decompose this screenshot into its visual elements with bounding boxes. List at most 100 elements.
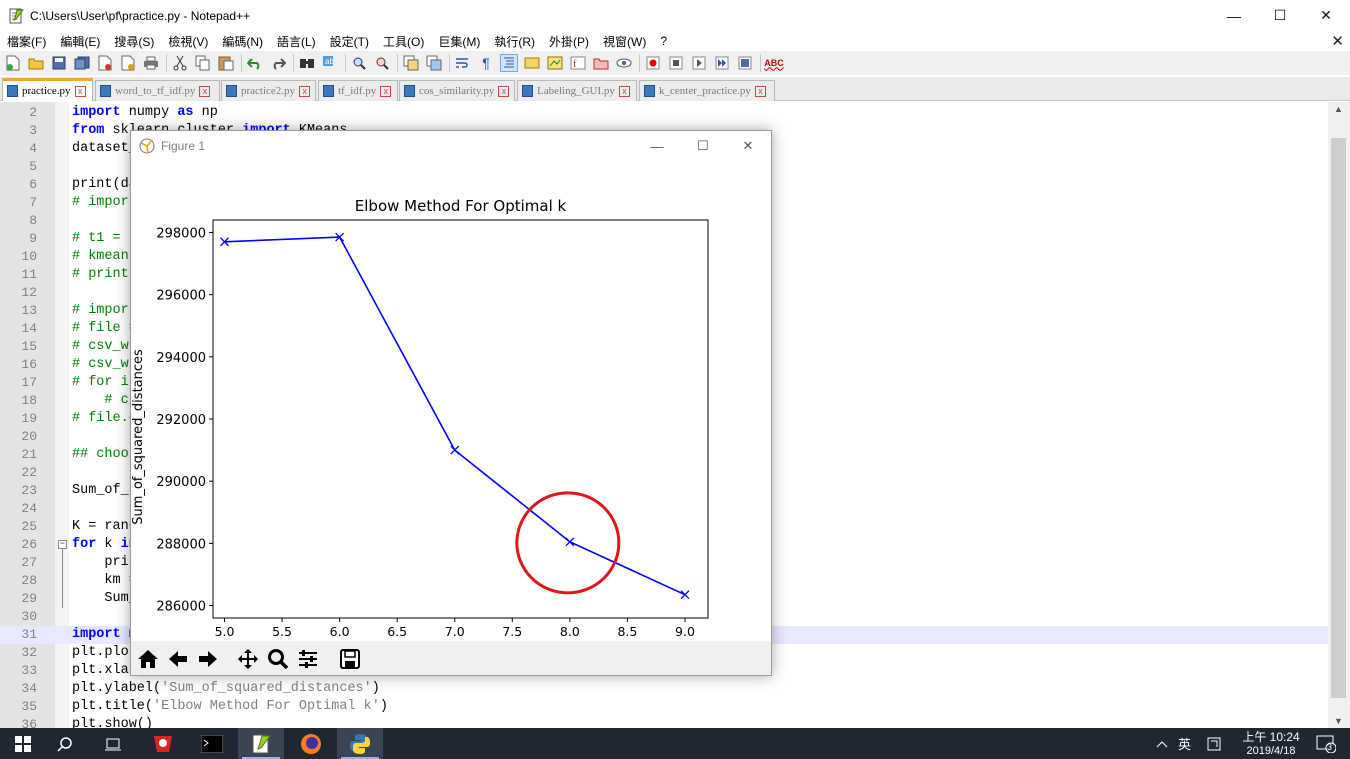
menu-language[interactable]: 語言(L) xyxy=(277,34,316,49)
undo-icon[interactable] xyxy=(246,54,264,72)
monitoring-icon[interactable] xyxy=(615,54,633,72)
show-all-chars-icon[interactable]: ¶ xyxy=(482,55,490,71)
code-line[interactable]: 8 xyxy=(0,212,1330,230)
figure-maximize-button[interactable]: ☐ xyxy=(697,138,709,153)
spellcheck-icon[interactable]: ABC xyxy=(764,57,784,68)
close-tab-icon[interactable]: x xyxy=(498,85,510,97)
sync-horizontal-icon[interactable] xyxy=(425,54,443,72)
doc-map-icon[interactable] xyxy=(546,54,564,72)
indent-guide-icon[interactable] xyxy=(500,54,518,72)
configure-subplots-icon[interactable] xyxy=(295,646,321,672)
tab-practice[interactable]: practice.py x xyxy=(2,78,93,101)
figure-close-button[interactable]: ✕ xyxy=(742,138,754,153)
run-macro-multiple-icon[interactable] xyxy=(713,54,731,72)
task-view-icon[interactable] xyxy=(90,728,136,759)
redo-icon[interactable] xyxy=(269,54,287,72)
app-terminal-icon[interactable] xyxy=(189,728,235,759)
menu-plugins[interactable]: 外掛(P) xyxy=(549,34,589,49)
app-python-icon[interactable] xyxy=(337,728,383,759)
menu-settings[interactable]: 設定(T) xyxy=(329,34,369,49)
menu-macro[interactable]: 巨集(M) xyxy=(438,34,481,49)
home-icon[interactable] xyxy=(135,646,161,672)
figure-window[interactable]: Figure 1 — ☐ ✕ Elbow Method For Optimal … xyxy=(130,130,772,676)
tab-tf-idf[interactable]: tf_idf.py x xyxy=(318,80,398,101)
back-arrow-icon[interactable] xyxy=(165,646,191,672)
start-button[interactable] xyxy=(0,728,46,759)
function-list-icon[interactable]: f xyxy=(569,54,587,72)
app-firefox-icon[interactable] xyxy=(288,728,334,759)
close-file-icon[interactable] xyxy=(96,54,114,72)
tab-practice2[interactable]: practice2.py x xyxy=(221,80,316,101)
close-tab-icon[interactable]: x xyxy=(618,85,630,97)
word-wrap-icon[interactable] xyxy=(454,54,472,72)
minimize-button[interactable]: — xyxy=(1227,7,1241,24)
vertical-scrollbar[interactable]: ▲ ▼ xyxy=(1328,102,1350,728)
menu-view[interactable]: 檢視(V) xyxy=(168,34,209,49)
save-figure-icon[interactable] xyxy=(337,646,363,672)
new-file-icon[interactable] xyxy=(4,54,22,72)
close-document-icon[interactable]: ✕ xyxy=(1331,33,1344,50)
zoom-icon[interactable] xyxy=(265,646,291,672)
code-line[interactable]: 2 import numpy as np xyxy=(0,104,1330,122)
close-tab-icon[interactable]: x xyxy=(754,85,766,97)
maximize-button[interactable]: ☐ xyxy=(1273,7,1287,23)
clock[interactable]: 上午 10:24 2019/4/18 xyxy=(1232,728,1310,759)
udl-icon[interactable] xyxy=(523,54,541,72)
close-tab-icon[interactable]: x xyxy=(299,85,311,97)
tab-labeling-gui[interactable]: Labeling_GUI.py x xyxy=(517,80,637,101)
fold-toggle-icon[interactable]: − xyxy=(58,539,67,549)
code-line[interactable]: 36 plt.show() xyxy=(0,716,1330,728)
folder-workspace-icon[interactable] xyxy=(592,54,610,72)
tab-word-to-tf-idf[interactable]: word_to_tf_idf.py x xyxy=(95,80,220,101)
close-tab-icon[interactable]: x xyxy=(380,85,392,97)
cut-icon[interactable] xyxy=(171,54,189,72)
find-icon[interactable] xyxy=(298,54,316,72)
record-macro-icon[interactable] xyxy=(644,54,662,72)
code-line[interactable]: 24 xyxy=(0,500,1330,518)
tab-cos-similarity[interactable]: cos_similarity.py x xyxy=(399,80,515,101)
ime-mode-icon[interactable] xyxy=(1207,728,1221,759)
code-line[interactable]: 20 xyxy=(0,428,1330,446)
ime-indicator[interactable]: 英 xyxy=(1178,737,1192,752)
menu-help[interactable]: ? xyxy=(660,34,668,48)
save-all-icon[interactable] xyxy=(73,54,91,72)
play-macro-icon[interactable] xyxy=(690,54,708,72)
close-tab-icon[interactable]: x xyxy=(74,85,86,97)
scroll-down-icon[interactable]: ▼ xyxy=(1334,716,1343,726)
menu-file[interactable]: 檔案(F) xyxy=(7,34,47,49)
tray-chevron-icon[interactable] xyxy=(1156,728,1168,759)
open-file-icon[interactable] xyxy=(27,54,45,72)
scroll-up-icon[interactable]: ▲ xyxy=(1334,104,1343,114)
tab-k-center-practice[interactable]: k_center_practice.py x xyxy=(639,80,775,101)
app-garena-icon[interactable] xyxy=(140,728,186,759)
code-line[interactable]: 35 plt.title('Elbow Method For Optimal k'… xyxy=(0,698,1330,716)
save-macro-icon[interactable] xyxy=(736,54,754,72)
copy-icon[interactable] xyxy=(194,54,212,72)
print-icon[interactable] xyxy=(142,54,160,72)
code-line[interactable]: 12 xyxy=(0,284,1330,302)
close-tab-icon[interactable]: x xyxy=(199,85,211,97)
figure-title-bar[interactable]: Figure 1 — ☐ ✕ xyxy=(131,131,771,161)
code-line[interactable]: 5 xyxy=(0,158,1330,176)
forward-arrow-icon[interactable] xyxy=(195,646,221,672)
save-icon[interactable] xyxy=(50,54,68,72)
menu-encoding[interactable]: 編碼(N) xyxy=(222,34,263,49)
app-notepadpp-icon[interactable] xyxy=(238,728,284,759)
figure-minimize-button[interactable]: — xyxy=(650,138,664,154)
scrollbar-thumb[interactable] xyxy=(1331,138,1346,698)
close-all-icon[interactable] xyxy=(119,54,137,72)
menu-run[interactable]: 執行(R) xyxy=(494,34,535,49)
menu-edit[interactable]: 編輯(E) xyxy=(60,34,101,49)
sync-vertical-icon[interactable] xyxy=(402,54,420,72)
action-center-icon[interactable]: 3 xyxy=(1316,728,1336,759)
search-icon[interactable] xyxy=(42,728,88,759)
code-line[interactable]: 22 xyxy=(0,464,1330,482)
code-line[interactable]: 34 plt.ylabel('Sum_of_squared_distances') xyxy=(0,680,1330,698)
pan-icon[interactable] xyxy=(235,646,261,672)
menu-window[interactable]: 視窗(W) xyxy=(603,34,647,49)
replace-icon[interactable]: ab xyxy=(321,54,339,72)
stop-macro-icon[interactable] xyxy=(667,54,685,72)
menu-tools[interactable]: 工具(O) xyxy=(383,34,425,49)
menu-search[interactable]: 搜尋(S) xyxy=(114,34,155,49)
code-line[interactable]: 30 xyxy=(0,608,1330,626)
